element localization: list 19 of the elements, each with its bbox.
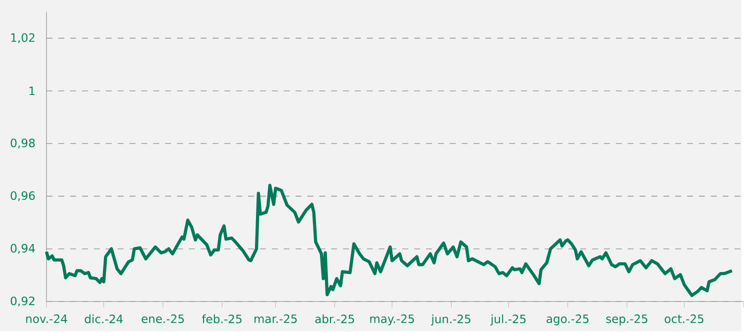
x-tick-label: may.-25 — [370, 314, 414, 326]
x-tick-label: nov.-24 — [26, 314, 68, 324]
x-tick-label: jul.-25 — [490, 314, 526, 326]
x-tick-label: sep.-25 — [606, 314, 648, 326]
x-tick-label: mar.-25 — [254, 314, 297, 324]
line-series — [44, 184, 734, 297]
y-tick-label: 1 — [30, 86, 34, 95]
y-tick-label: 1,02 — [11, 33, 34, 44]
y-tick-label: 0,96 — [10, 191, 35, 202]
y-tick-label: 0,98 — [10, 138, 35, 148]
x-tick-label: dic.-24 — [84, 314, 123, 324]
y-tick-label: 0,92 — [10, 296, 34, 306]
x-tick-label: abr.-25 — [315, 314, 354, 324]
x-tick-label: jun.-25 — [431, 314, 470, 326]
y-tick-label: 0,94 — [10, 244, 35, 254]
x-tick-label: feb.-25 — [202, 314, 242, 324]
x-tick-label: ago.-25 — [546, 314, 589, 326]
x-tick-label: oct.-25 — [664, 314, 704, 324]
x-tick-label: ene.-25 — [142, 314, 184, 324]
